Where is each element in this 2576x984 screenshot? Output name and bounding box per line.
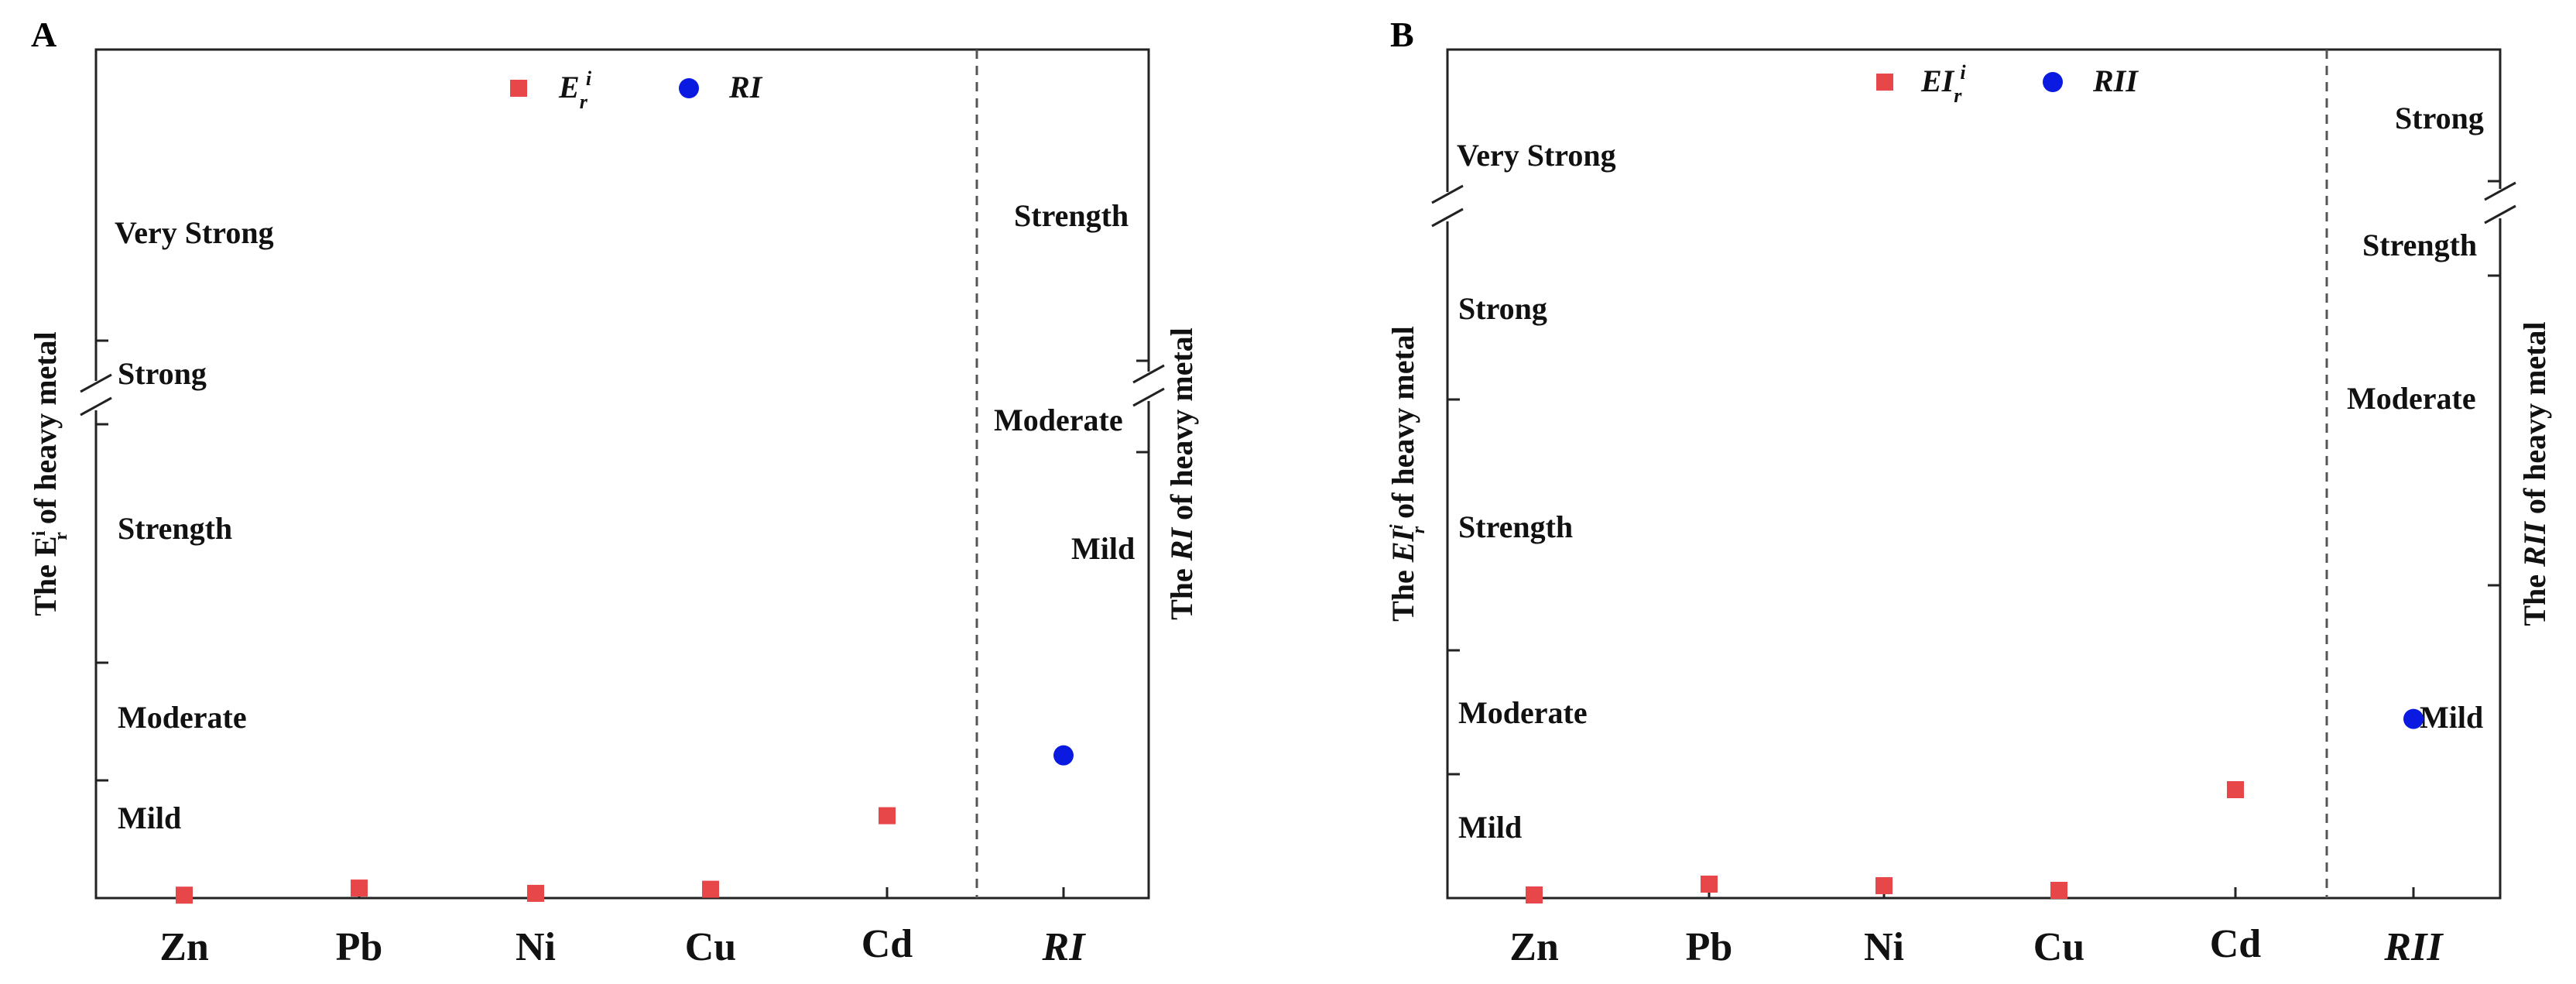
panel-a-ri-level-strength: Strength (1014, 198, 1129, 233)
panel-a-x-label-ni: Ni (516, 925, 556, 969)
panel-a-level-strong: Strong (118, 356, 207, 391)
panel-a-level-strength: Strength (118, 511, 232, 546)
panel-b-eir-point-ni (1875, 877, 1893, 894)
panel-a-ri-point (1053, 745, 1074, 766)
panel-b-eir-point-zn (1526, 886, 1543, 903)
panel-a-er-point-zn (176, 886, 193, 904)
panel-b-letter: B (1390, 15, 1414, 54)
panel-b-level-strong: Strong (1458, 291, 1547, 326)
panel-a-level-very-strong: Very Strong (115, 215, 274, 250)
panel-a: A Very Strong Strong Streng (28, 15, 1199, 969)
panel-b-rii-level-moderate: Moderate (2347, 381, 2476, 416)
panel-b-rii-level-strength: Strength (2362, 228, 2477, 262)
panel-a-ri-level-mild: Mild (1071, 531, 1135, 566)
panel-b-x-label-rii: RII (2383, 925, 2444, 969)
panel-a-x-label-ri: RI (1042, 925, 1087, 969)
panel-a-legend: Eri RI (510, 67, 763, 113)
panel-b-right-axis-title: The RII of heavy metal (2517, 321, 2552, 626)
panel-a-plot-frame (94, 48, 1150, 900)
panel-b-eir-point-cd (2227, 781, 2244, 798)
panel-a-letter: A (31, 15, 57, 54)
panel-a-left-axis-break (80, 373, 112, 417)
panel-b-x-label-ni: Ni (1864, 925, 1904, 969)
panel-b-eir-point-cu (2050, 882, 2067, 899)
panel-b-legend-eir-marker (1876, 74, 1893, 91)
panel-b-x-label-cu: Cu (2033, 925, 2084, 969)
panel-b-legend-eir-label: EIri (1920, 61, 1966, 107)
panel-a-x-label-cu: Cu (685, 925, 736, 969)
panel-a-level-moderate: Moderate (118, 700, 247, 735)
panel-b-eir-point-pb (1701, 876, 1718, 893)
panel-a-right-axis-title: The RI of heavy metal (1164, 327, 1199, 620)
panel-b-level-mild: Mild (1458, 810, 1522, 845)
panel-a-er-point-cu (702, 880, 719, 898)
panel-b-legend-rii-label: RII (2092, 63, 2139, 98)
panel-a-legend-er-marker (510, 80, 527, 97)
panel-b-right-axis-break (2484, 181, 2516, 225)
panel-a-er-point-pb (351, 879, 368, 897)
panel-b: B Very Strong Strong Streng (1386, 15, 2552, 969)
panel-a-er-point-ni (527, 884, 544, 902)
panel-a-right-axis-break (1132, 364, 1165, 407)
panel-b-level-very-strong: Very Strong (1457, 138, 1616, 173)
panel-b-left-axis-title: The EIir of heavy metal (1386, 326, 1429, 622)
panel-a-er-point-cd (879, 807, 896, 825)
panel-b-level-strength: Strength (1458, 509, 1573, 544)
panel-b-plot-frame (1446, 48, 2502, 900)
panel-b-rii-point (2403, 708, 2424, 729)
panel-a-left-axis-title: The Eir of heavy metal (28, 331, 71, 616)
panel-b-x-label-pb: Pb (1686, 925, 1733, 969)
panel-a-level-mild: Mild (118, 801, 181, 835)
panel-b-x-label-zn: Zn (1509, 925, 1559, 969)
panel-a-legend-ri-label: RI (728, 70, 763, 105)
panel-b-x-label-cd: Cd (2210, 922, 2262, 966)
panel-a-legend-ri-marker (679, 78, 699, 98)
panel-a-legend-er-label: Eri (558, 67, 592, 113)
panel-b-rii-level-strong: Strong (2395, 101, 2484, 135)
panel-b-level-moderate: Moderate (1458, 695, 1588, 730)
panel-b-rii-level-mild: Mild (2420, 700, 2483, 735)
panel-b-legend-rii-marker (2043, 72, 2063, 92)
panel-a-x-label-pb: Pb (336, 925, 383, 969)
panel-a-x-label-cd: Cd (862, 922, 913, 966)
panel-b-left-axis-break (1431, 184, 1464, 228)
panel-b-legend: EIri RII (1876, 61, 2139, 107)
panel-a-ri-level-moderate: Moderate (994, 403, 1123, 437)
panel-a-x-label-zn: Zn (159, 925, 209, 969)
